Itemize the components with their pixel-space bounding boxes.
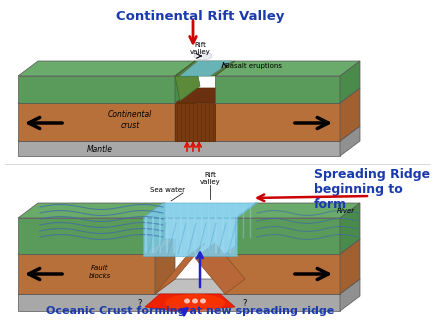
Polygon shape — [18, 88, 195, 103]
Polygon shape — [143, 203, 257, 218]
Text: Sea water: Sea water — [150, 187, 185, 193]
Ellipse shape — [165, 294, 225, 312]
Text: Fault
blocks: Fault blocks — [89, 265, 111, 278]
Polygon shape — [215, 88, 360, 103]
Polygon shape — [18, 239, 175, 254]
Polygon shape — [175, 61, 200, 101]
Polygon shape — [145, 203, 165, 254]
Polygon shape — [143, 218, 237, 256]
Polygon shape — [175, 88, 235, 103]
Polygon shape — [175, 103, 215, 141]
Polygon shape — [340, 239, 360, 294]
Polygon shape — [18, 103, 175, 141]
Text: Rift
valley: Rift valley — [190, 42, 211, 55]
Polygon shape — [18, 141, 340, 156]
Polygon shape — [340, 88, 360, 141]
Polygon shape — [340, 126, 360, 156]
Polygon shape — [225, 239, 360, 254]
Polygon shape — [18, 126, 360, 141]
Polygon shape — [145, 294, 235, 311]
Polygon shape — [340, 279, 360, 311]
Text: Mantle: Mantle — [87, 144, 113, 154]
Text: River: River — [337, 208, 355, 214]
Polygon shape — [175, 88, 195, 141]
Polygon shape — [18, 203, 165, 218]
Polygon shape — [175, 61, 195, 103]
Polygon shape — [18, 254, 155, 294]
Ellipse shape — [194, 52, 212, 60]
Polygon shape — [340, 203, 360, 254]
Polygon shape — [18, 76, 175, 103]
Ellipse shape — [200, 299, 206, 304]
Ellipse shape — [184, 299, 190, 304]
Polygon shape — [195, 243, 245, 294]
Polygon shape — [215, 61, 360, 76]
Text: ?: ? — [138, 299, 142, 307]
Polygon shape — [175, 61, 235, 76]
Polygon shape — [18, 294, 340, 311]
Polygon shape — [225, 254, 340, 294]
Polygon shape — [235, 203, 360, 218]
Polygon shape — [18, 218, 145, 254]
Text: Oceanic Crust forming at new spreading ridge: Oceanic Crust forming at new spreading r… — [46, 306, 334, 316]
Polygon shape — [18, 279, 360, 294]
Text: Basalt eruptions: Basalt eruptions — [225, 63, 282, 69]
Polygon shape — [155, 243, 205, 294]
Text: Rift
valley: Rift valley — [200, 172, 220, 185]
Text: ?: ? — [243, 299, 247, 307]
Polygon shape — [340, 61, 360, 103]
Ellipse shape — [192, 299, 198, 304]
Polygon shape — [215, 76, 340, 103]
Text: Spreading Ridge
beginning to
form: Spreading Ridge beginning to form — [314, 168, 430, 211]
Polygon shape — [235, 218, 340, 254]
Text: Continental Rift Valley: Continental Rift Valley — [116, 10, 284, 23]
Polygon shape — [18, 61, 195, 76]
Text: Continental
crust: Continental crust — [108, 110, 152, 130]
Polygon shape — [215, 103, 340, 141]
Polygon shape — [180, 61, 232, 76]
Polygon shape — [155, 239, 175, 294]
